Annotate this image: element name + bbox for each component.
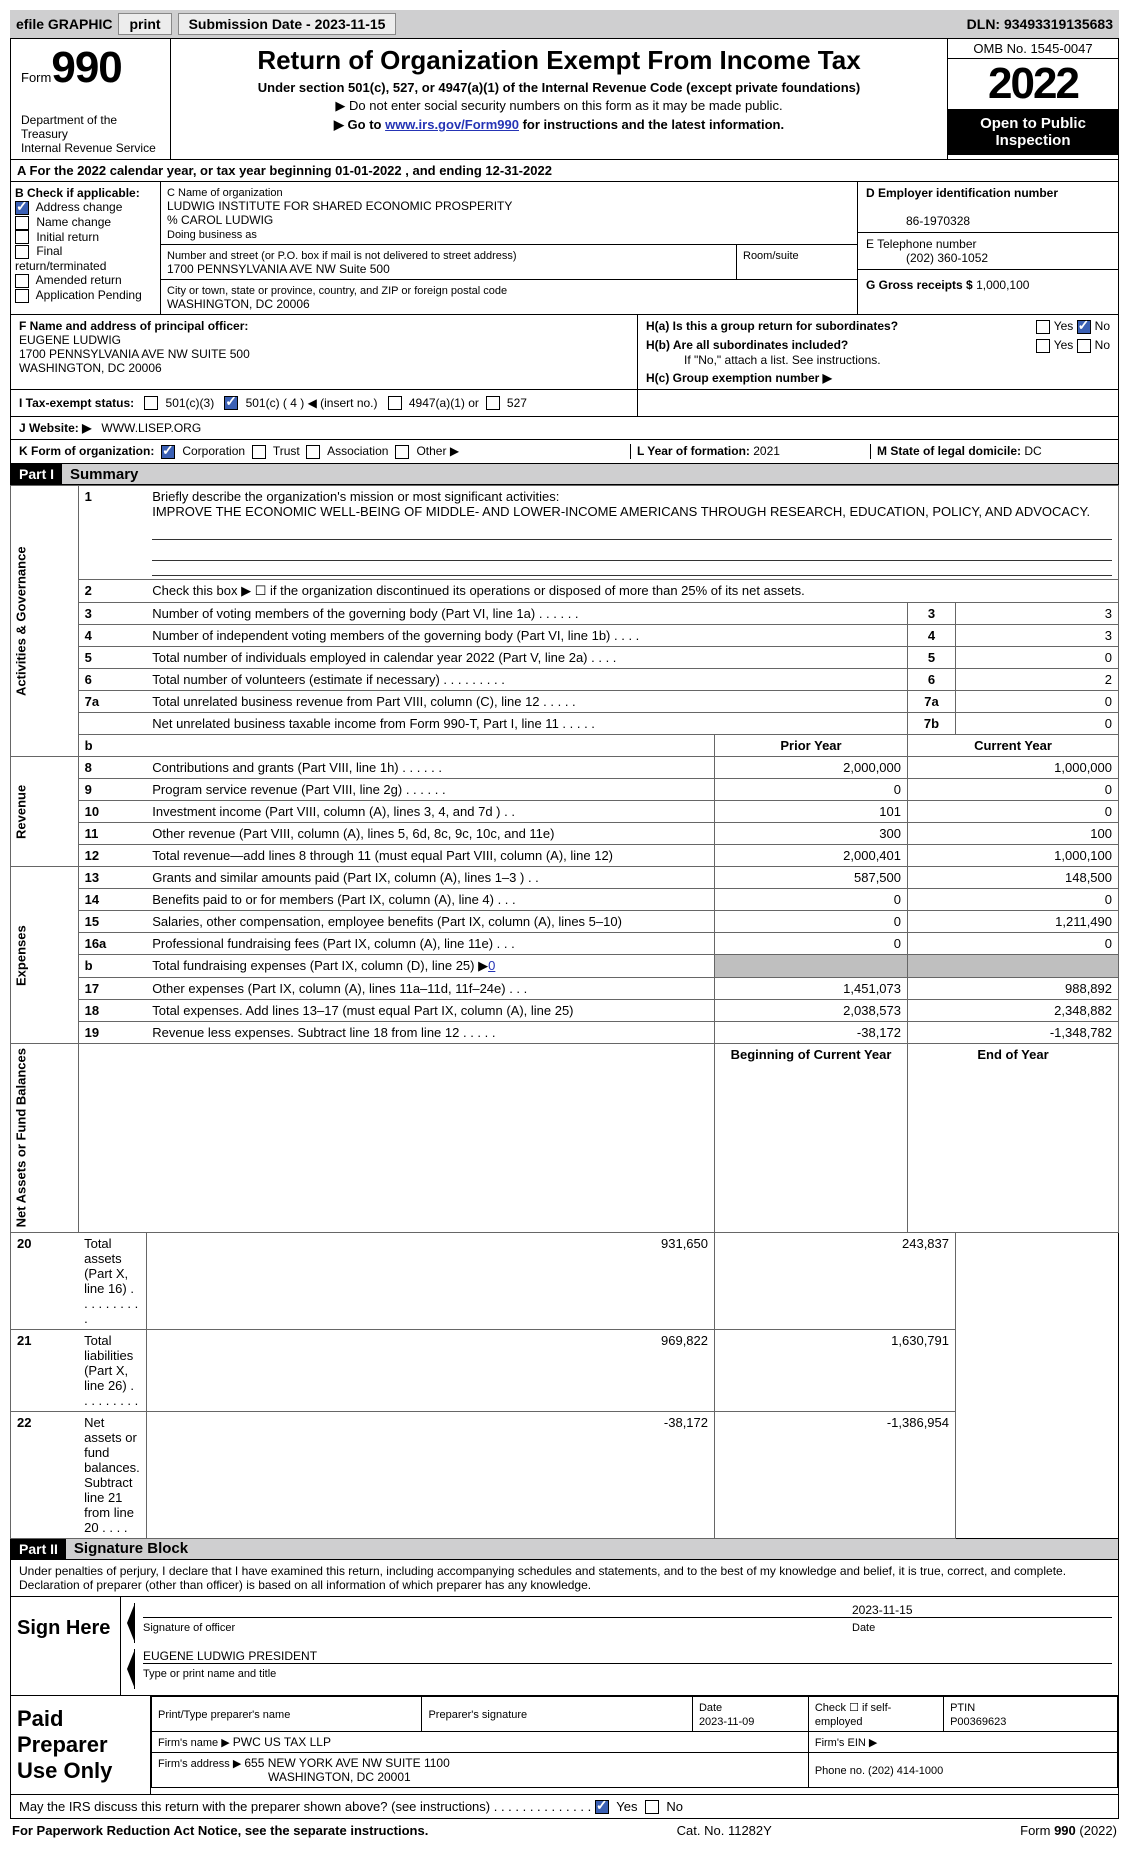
tax-year-row: A For the 2022 calendar year, or tax yea… [10, 160, 1119, 182]
side-activities: Activities & Governance [11, 486, 79, 757]
phone: (202) 360-1052 [866, 251, 988, 265]
form-number-box: Form990 Department of the Treasury Inter… [11, 39, 171, 159]
fh-row: F Name and address of principal officer:… [10, 315, 1119, 390]
j-row: J Website: ▶ WWW.LISEP.ORG [10, 417, 1119, 440]
year-box: OMB No. 1545-0047 2022 Open to Public In… [948, 39, 1118, 159]
table-row: 14Benefits paid to or for members (Part … [11, 889, 1119, 911]
form-title: Return of Organization Exempt From Incom… [179, 45, 939, 76]
col-headers-net: Net Assets or Fund Balances Beginning of… [11, 1044, 1119, 1232]
table-row: Revenue8Contributions and grants (Part V… [11, 757, 1119, 779]
i-row: I Tax-exempt status: 501(c)(3) 501(c) ( … [10, 390, 1119, 418]
table-row: 6Total number of volunteers (estimate if… [11, 669, 1119, 691]
paid-preparer-label: Paid Preparer Use Only [11, 1696, 151, 1794]
street-address: 1700 PENNSYLVANIA AVE NW Suite 500 [167, 262, 390, 276]
city-state-zip: WASHINGTON, DC 20006 [167, 297, 310, 311]
sign-here-block: Sign Here Signature of officer 2023-11-1… [10, 1597, 1119, 1696]
table-row: 9Program service revenue (Part VIII, lin… [11, 779, 1119, 801]
efile-label: efile GRAPHIC [16, 16, 112, 32]
table-row: 7aTotal unrelated business revenue from … [11, 691, 1119, 713]
col-headers: bPrior YearCurrent Year [11, 735, 1119, 757]
table-row: 19Revenue less expenses. Subtract line 1… [11, 1022, 1119, 1044]
omb-number: OMB No. 1545-0047 [948, 39, 1118, 59]
summary-table: Activities & Governance 1 Briefly descri… [10, 485, 1119, 1538]
gross-receipts: 1,000,100 [976, 278, 1029, 292]
dln: DLN: 93493319135683 [967, 16, 1113, 32]
table-row: 16aProfessional fundraising fees (Part I… [11, 933, 1119, 955]
irs-label: Internal Revenue Service [21, 141, 160, 155]
note-ssn: ▶ Do not enter social security numbers o… [179, 98, 939, 114]
box-h: H(a) Is this a group return for subordin… [638, 315, 1118, 389]
submission-date: Submission Date - 2023-11-15 [178, 13, 397, 35]
table-row: 20Total assets (Part X, line 16) . . . .… [11, 1232, 1119, 1329]
tax-year: 2022 [948, 59, 1118, 109]
checkbox-item: Application Pending [15, 288, 156, 303]
table-row: Firm's name ▶ PWC US TAX LLP Firm's EIN … [152, 1731, 1118, 1752]
dept-treasury: Department of the Treasury [21, 113, 160, 141]
form-title-box: Return of Organization Exempt From Incom… [171, 39, 948, 159]
may-irs-discuss: May the IRS discuss this return with the… [10, 1795, 1119, 1820]
paid-preparer-block: Paid Preparer Use Only Print/Type prepar… [10, 1696, 1119, 1795]
table-row: 10Investment income (Part VIII, column (… [11, 801, 1119, 823]
irs-link[interactable]: www.irs.gov/Form990 [385, 117, 519, 132]
mission-text: IMPROVE THE ECONOMIC WELL-BEING OF MIDDL… [152, 504, 1090, 519]
org-name: LUDWIG INSTITUTE FOR SHARED ECONOMIC PRO… [167, 199, 512, 213]
table-row: 11Other revenue (Part VIII, column (A), … [11, 823, 1119, 845]
table-row: 22Net assets or fund balances. Subtract … [11, 1411, 1119, 1538]
checkbox-item: Initial return [15, 230, 156, 245]
table-row: Firm's address ▶ 655 NEW YORK AVE NW SUI… [152, 1752, 1118, 1787]
box-deg: D Employer identification number 86-1970… [858, 182, 1118, 314]
open-to-public: Open to Public Inspection [948, 109, 1118, 155]
sign-here-label: Sign Here [11, 1597, 121, 1695]
table-row: 15Salaries, other compensation, employee… [11, 911, 1119, 933]
box-b: B Check if applicable: Address change Na… [11, 182, 161, 314]
table-row: 18Total expenses. Add lines 13–17 (must … [11, 1000, 1119, 1022]
box-c: C Name of organization LUDWIG INSTITUTE … [161, 182, 858, 314]
table-row: Net unrelated business taxable income fr… [11, 713, 1119, 735]
table-row: Expenses13Grants and similar amounts pai… [11, 867, 1119, 889]
ein: 86-1970328 [866, 214, 970, 228]
website: WWW.LISEP.ORG [101, 421, 201, 435]
form-subtitle: Under section 501(c), 527, or 4947(a)(1)… [179, 80, 939, 95]
officer-name: EUGENE LUDWIG PRESIDENT [143, 1649, 1112, 1663]
klm-row: K Form of organization: Corporation Trus… [10, 440, 1119, 464]
checkbox-item: Amended return [15, 273, 156, 288]
part1-header: Part ISummary [10, 464, 1119, 485]
table-row: 5Total number of individuals employed in… [11, 647, 1119, 669]
table-row: 3Number of voting members of the governi… [11, 603, 1119, 625]
print-button[interactable]: print [118, 13, 171, 35]
side-net: Net Assets or Fund Balances [11, 1044, 79, 1232]
top-bar: efile GRAPHIC print Submission Date - 20… [10, 10, 1119, 38]
table-row: Print/Type preparer's name Preparer's si… [152, 1696, 1118, 1731]
table-row: 12Total revenue—add lines 8 through 11 (… [11, 845, 1119, 867]
table-row: 21Total liabilities (Part X, line 26) . … [11, 1329, 1119, 1411]
table-row: 4Number of independent voting members of… [11, 625, 1119, 647]
checkbox-item: Address change [15, 200, 156, 215]
part2-header: Part IISignature Block [10, 1539, 1119, 1560]
checkbox-item: Name change [15, 215, 156, 230]
table-row: 17Other expenses (Part IX, column (A), l… [11, 978, 1119, 1000]
note-link: ▶ Go to www.irs.gov/Form990 for instruct… [179, 117, 939, 133]
checkbox-item: Final return/terminated [15, 244, 156, 273]
box-f: F Name and address of principal officer:… [11, 315, 638, 389]
entity-grid: B Check if applicable: Address change Na… [10, 182, 1119, 315]
form-header: Form990 Department of the Treasury Inter… [10, 38, 1119, 160]
penalty-declaration: Under penalties of perjury, I declare th… [10, 1560, 1119, 1597]
table-row: bTotal fundraising expenses (Part IX, co… [11, 955, 1119, 978]
